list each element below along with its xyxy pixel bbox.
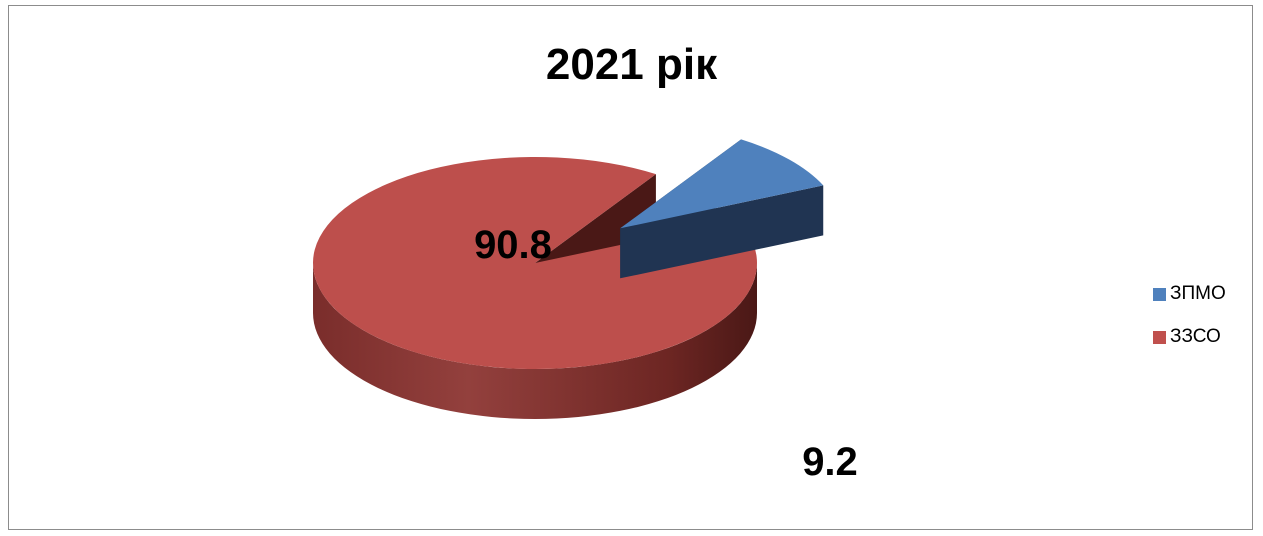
- legend: ЗПМО ЗЗСО: [1153, 283, 1226, 369]
- legend-label-zpmo: ЗПМО: [1170, 283, 1226, 304]
- data-label-zpmo: 9.2: [802, 440, 858, 484]
- legend-item-zzso: ЗЗСО: [1153, 326, 1226, 348]
- pie-slice-zzso: [313, 157, 758, 419]
- pie-slice-zzso-side: [313, 263, 757, 419]
- legend-item-zpmo: ЗПМО: [1153, 283, 1226, 305]
- legend-label-zzso: ЗЗСО: [1170, 326, 1221, 347]
- legend-swatch-zpmo: [1153, 287, 1166, 301]
- pie-slice-zpmo: [620, 139, 824, 279]
- pie-slice-zpmo-cut-wall-2: [620, 185, 824, 279]
- chart-title: 2021 рік: [545, 40, 718, 89]
- pie-slice-zzso-top: [313, 157, 758, 370]
- data-label-zzso: 90.8: [474, 223, 552, 267]
- legend-swatch-zzso: [1153, 330, 1166, 344]
- pie-slice-zpmo-top: [620, 139, 824, 229]
